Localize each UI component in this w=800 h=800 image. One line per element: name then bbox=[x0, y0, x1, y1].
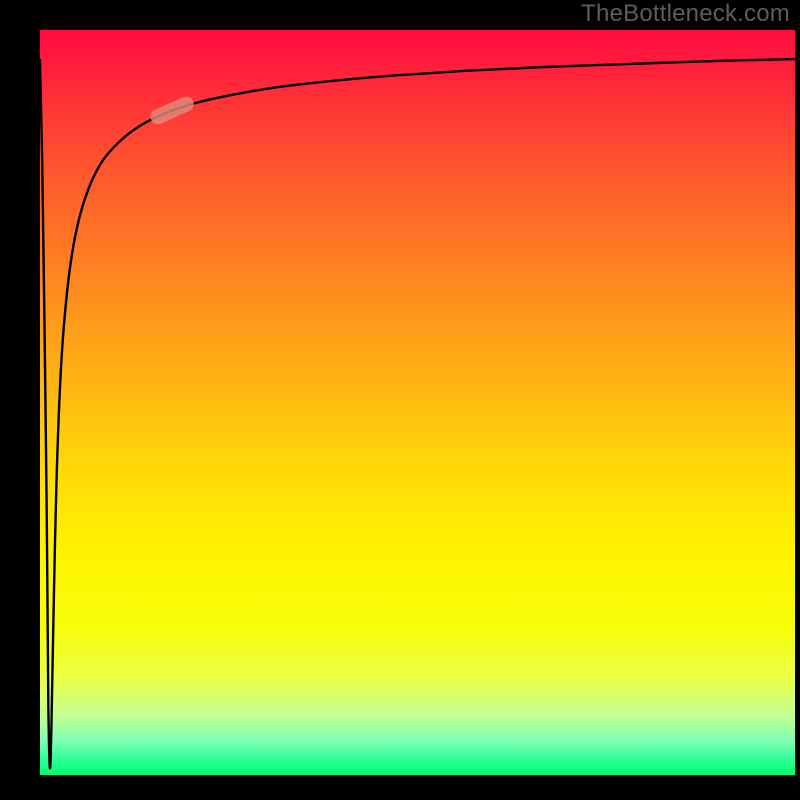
chart-stage: TheBottleneck.com bbox=[0, 0, 800, 800]
marker-layer bbox=[0, 0, 800, 800]
curve-highlight-marker bbox=[148, 94, 196, 126]
